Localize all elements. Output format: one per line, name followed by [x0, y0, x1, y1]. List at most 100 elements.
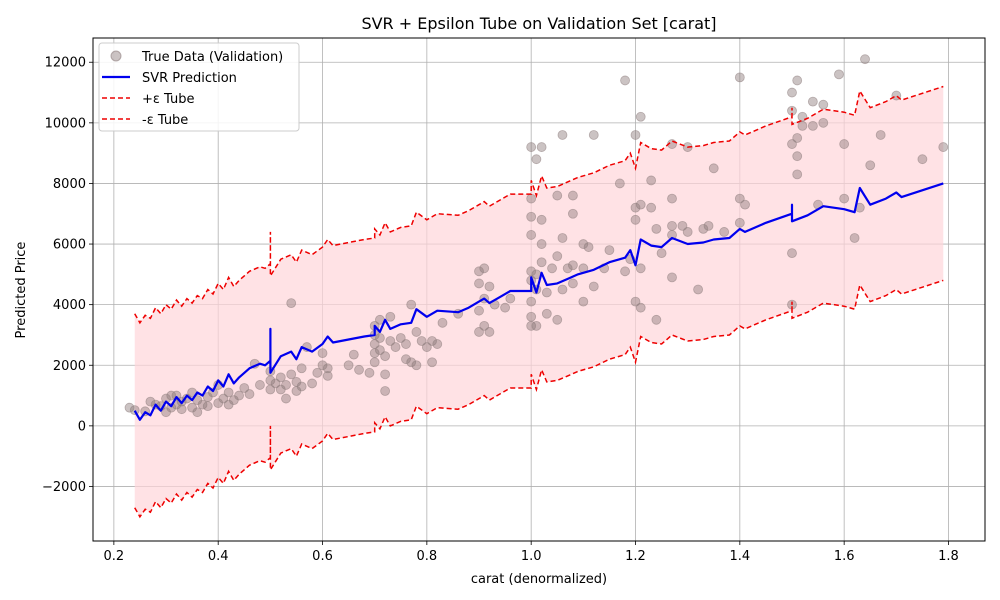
- scatter-point: [129, 405, 140, 415]
- plus-epsilon-tube-line: [134, 85, 944, 325]
- scatter-point: [807, 96, 818, 107]
- scatter-point: [818, 99, 829, 110]
- scatter-point: [427, 357, 437, 368]
- legend: True Data (Validation) SVR Prediction +ε…: [98, 42, 300, 132]
- scatter-point: [500, 302, 510, 313]
- x-tick-label: 0.2: [104, 549, 125, 564]
- scatter-point: [682, 227, 693, 237]
- scatter-point: [651, 223, 662, 234]
- scatter-point: [536, 142, 547, 152]
- scatter-point: [526, 211, 537, 222]
- svr-prediction-line: [133, 182, 944, 421]
- scatter-point: [286, 369, 297, 380]
- scatter-point: [547, 263, 557, 274]
- scatter-point: [526, 266, 537, 277]
- minus-epsilon-tube-line: [134, 279, 944, 519]
- scatter-point: [568, 208, 578, 219]
- scatter-point: [860, 54, 870, 65]
- scatter-point: [526, 311, 537, 322]
- scatter-point: [541, 308, 552, 319]
- legend-box: [98, 42, 300, 132]
- scatter-point: [390, 342, 401, 352]
- scatter-point: [364, 367, 375, 378]
- scatter-point: [604, 245, 615, 256]
- scatter-point: [322, 370, 333, 381]
- scatter-point: [698, 223, 709, 234]
- scatter-point: [427, 336, 437, 346]
- scatter-point: [166, 390, 177, 401]
- scatter-point: [568, 260, 578, 271]
- scatter-point: [296, 363, 307, 374]
- plot-frame: [92, 37, 986, 542]
- scatter-point: [432, 339, 443, 349]
- y-tick-label: −2000: [42, 480, 86, 495]
- scatter-point: [536, 239, 547, 249]
- scatter-point: [484, 327, 495, 337]
- legend-label-minus-tube: -ε Tube: [142, 113, 188, 128]
- scatter-point: [531, 154, 542, 165]
- scatter-point: [437, 317, 448, 328]
- scatter-point: [348, 349, 359, 360]
- scatter-point: [401, 339, 411, 349]
- scatter-point: [875, 130, 886, 140]
- scatter-point: [526, 142, 537, 152]
- scatter-point: [630, 214, 641, 225]
- scatter-point: [578, 296, 589, 307]
- scatter-point: [797, 111, 808, 122]
- scatter-point: [667, 220, 677, 231]
- x-tick-label: 1.2: [625, 549, 646, 564]
- x-axis-label: carat (denormalized): [471, 572, 607, 587]
- scatter-point: [620, 266, 630, 277]
- scatter-point: [505, 293, 516, 304]
- scatter-point: [583, 242, 594, 252]
- scatter-point: [479, 263, 490, 274]
- scatter-point: [541, 287, 552, 298]
- scatter-point: [818, 117, 829, 128]
- scatter-point: [630, 130, 641, 140]
- scatter-point: [286, 298, 297, 309]
- scatter-point: [369, 357, 380, 368]
- scatter-point: [375, 333, 385, 343]
- scatter-point: [234, 390, 244, 401]
- scatter-point: [281, 380, 291, 390]
- scatter-point: [244, 389, 255, 399]
- scatter-point: [667, 272, 677, 283]
- scatter-point: [223, 387, 234, 398]
- scatter-point: [568, 278, 578, 289]
- y-tick-label: 10000: [45, 116, 86, 131]
- scatter-point: [526, 296, 537, 307]
- scatter-point: [474, 266, 484, 277]
- scatter-point: [792, 133, 803, 143]
- axis-ticks: 0.2 0.4 0.6 0.8 1.0 1.2 1.4 1.6 1.8 −2000 0 2000 400…: [42, 56, 959, 564]
- scatter-point: [740, 199, 750, 210]
- scatter-point: [536, 214, 547, 225]
- scatter-point: [807, 120, 818, 131]
- y-axis-label: Predicted Price: [14, 242, 29, 339]
- scatter-point: [275, 372, 286, 383]
- y-tick-label: 2000: [53, 359, 86, 374]
- scatter-point: [620, 75, 630, 86]
- scatter-point: [307, 378, 317, 389]
- scatter-point: [651, 314, 662, 325]
- scatter-point: [192, 407, 203, 418]
- scatter-point: [839, 139, 850, 149]
- scatter-point: [526, 230, 537, 240]
- scatter-point: [792, 151, 803, 162]
- scatter-point: [938, 142, 949, 152]
- scatter-point: [474, 278, 484, 289]
- scatter-point: [354, 364, 364, 375]
- x-tick-label: 0.8: [417, 549, 438, 564]
- scatter-point: [317, 360, 328, 371]
- scatter-point: [734, 72, 745, 83]
- scatter-point: [317, 348, 328, 359]
- y-tick-label: 8000: [53, 177, 86, 192]
- scatter-point: [312, 367, 323, 378]
- x-tick-label: 0.6: [312, 549, 333, 564]
- scatter-point: [557, 130, 568, 140]
- scatter-point: [557, 284, 568, 295]
- y-tick-label: 6000: [53, 238, 86, 253]
- scatter-point: [635, 302, 646, 313]
- x-tick-label: 1.4: [729, 549, 750, 564]
- scatter-point: [719, 227, 730, 237]
